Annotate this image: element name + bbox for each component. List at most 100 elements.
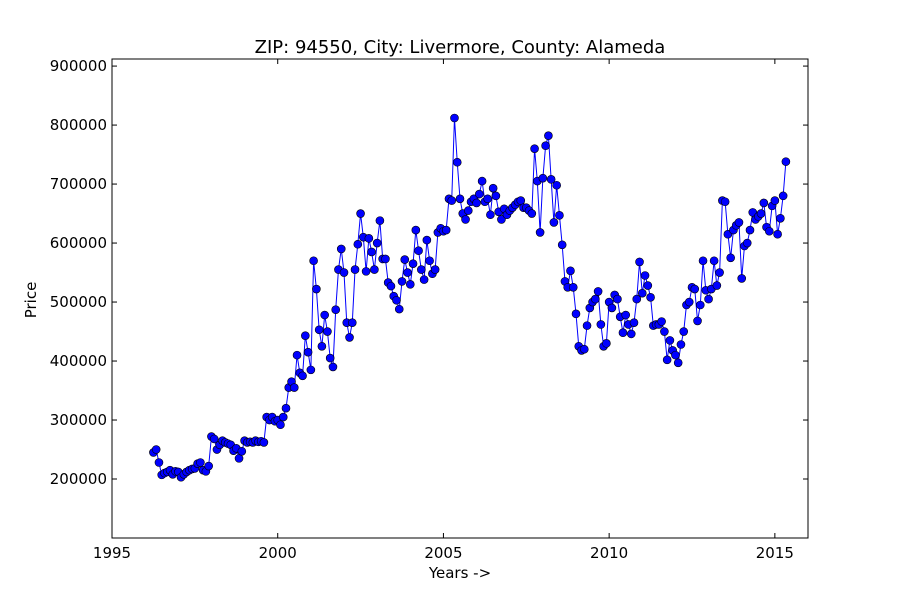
point — [571, 309, 581, 319]
point — [353, 239, 363, 249]
point — [422, 235, 432, 245]
point — [538, 173, 548, 183]
point — [372, 238, 382, 248]
point — [276, 420, 285, 430]
point — [477, 176, 487, 186]
point — [759, 198, 769, 208]
point — [488, 183, 498, 193]
point — [568, 282, 578, 292]
point — [259, 438, 269, 447]
point — [770, 196, 780, 205]
point — [392, 295, 401, 305]
point — [643, 281, 653, 290]
point — [386, 281, 396, 291]
point — [320, 310, 329, 320]
point — [328, 362, 338, 372]
point — [417, 265, 426, 274]
point — [690, 284, 700, 294]
point — [281, 403, 291, 413]
plot-frame — [111, 58, 809, 539]
y-tick-label: 800000 — [50, 116, 107, 134]
point — [602, 339, 611, 348]
point — [278, 412, 288, 422]
point — [626, 329, 636, 339]
point — [317, 341, 327, 351]
point — [742, 238, 752, 248]
x-tick-label: 1995 — [93, 544, 131, 562]
point — [237, 446, 247, 456]
x-tick-label: 2005 — [424, 544, 462, 562]
point — [309, 256, 318, 266]
point — [635, 257, 644, 267]
point — [408, 259, 418, 268]
point — [657, 317, 666, 326]
point — [361, 267, 371, 276]
point — [530, 144, 539, 153]
point — [607, 303, 617, 313]
point — [400, 255, 410, 264]
point — [549, 218, 559, 227]
point — [298, 371, 307, 381]
point — [765, 226, 774, 236]
point — [665, 336, 675, 345]
point — [447, 196, 457, 205]
point — [345, 333, 354, 342]
point — [662, 355, 672, 365]
point — [289, 383, 299, 392]
point — [472, 198, 481, 208]
point — [381, 254, 390, 264]
point — [419, 275, 429, 284]
point — [541, 141, 550, 151]
point — [455, 194, 465, 204]
point — [704, 294, 713, 304]
point — [325, 353, 335, 363]
point — [781, 157, 791, 166]
point — [695, 300, 705, 310]
point — [552, 180, 561, 190]
point — [632, 294, 642, 304]
point — [491, 191, 501, 201]
point — [486, 210, 495, 220]
point — [593, 287, 603, 296]
point — [756, 209, 766, 218]
x-tick-label: 2015 — [756, 544, 794, 562]
point — [403, 268, 412, 277]
point — [596, 320, 606, 329]
point — [301, 331, 310, 340]
point — [776, 213, 785, 223]
point — [676, 340, 686, 349]
point — [566, 266, 575, 276]
y-tick-label: 400000 — [50, 352, 107, 370]
point — [544, 131, 553, 140]
point — [411, 225, 421, 235]
point — [679, 327, 689, 336]
point — [579, 344, 589, 354]
point — [331, 305, 341, 315]
point — [463, 206, 473, 215]
point — [414, 246, 423, 256]
point — [660, 327, 669, 336]
point — [350, 265, 360, 274]
point — [303, 347, 313, 357]
point — [452, 157, 462, 167]
point — [527, 209, 537, 218]
y-tick-label: 600000 — [50, 234, 107, 252]
point — [684, 297, 694, 307]
point — [591, 294, 600, 304]
point — [535, 228, 545, 237]
point — [737, 274, 747, 283]
point — [773, 229, 782, 239]
y-tick-label: 700000 — [50, 175, 107, 193]
point — [430, 265, 440, 274]
point — [367, 247, 376, 257]
point — [394, 304, 404, 314]
y-tick-label: 200000 — [50, 470, 107, 488]
point — [209, 434, 219, 444]
point — [557, 240, 567, 250]
point — [671, 350, 680, 360]
x-tick-label: 2010 — [590, 544, 628, 562]
point — [646, 293, 655, 302]
point — [356, 209, 365, 218]
point — [640, 271, 650, 280]
